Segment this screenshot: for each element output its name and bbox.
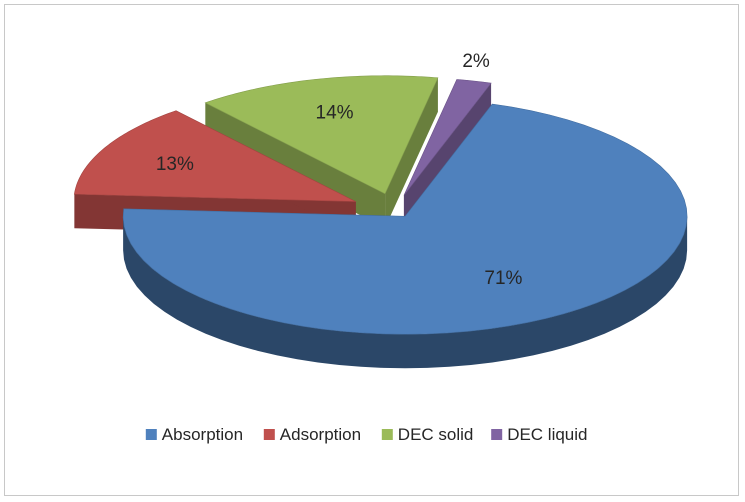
slice-top-face xyxy=(122,103,688,335)
legend-label: DEC liquid xyxy=(507,425,587,444)
slice-top-face xyxy=(204,75,439,195)
legend-item-adsorption: Adsorption xyxy=(263,425,361,444)
pie-slice-absorption xyxy=(122,103,688,369)
data-label-dec-solid: 14% xyxy=(316,102,354,123)
legend-item-absorption: Absorption xyxy=(145,425,243,444)
legend-swatch xyxy=(491,429,503,440)
data-label-dec-liquid: 2% xyxy=(462,51,490,72)
data-label-absorption: 71% xyxy=(484,268,522,289)
legend-item-dec-solid: DEC solid xyxy=(381,425,474,444)
data-label-adsorption: 13% xyxy=(156,154,194,175)
legend-label: Absorption xyxy=(162,425,243,444)
legend-item-dec-liquid: DEC liquid xyxy=(491,425,588,444)
slice-outer-wall xyxy=(123,216,688,369)
legend-swatch xyxy=(145,429,157,440)
legend-label: Adsorption xyxy=(280,425,361,444)
legend-swatch xyxy=(381,429,393,440)
slice-top-face xyxy=(73,110,356,202)
legend-label: DEC solid xyxy=(398,425,474,444)
slice-top-face xyxy=(403,79,492,196)
legend-swatch xyxy=(263,429,275,440)
slice-side-wall xyxy=(385,77,438,228)
